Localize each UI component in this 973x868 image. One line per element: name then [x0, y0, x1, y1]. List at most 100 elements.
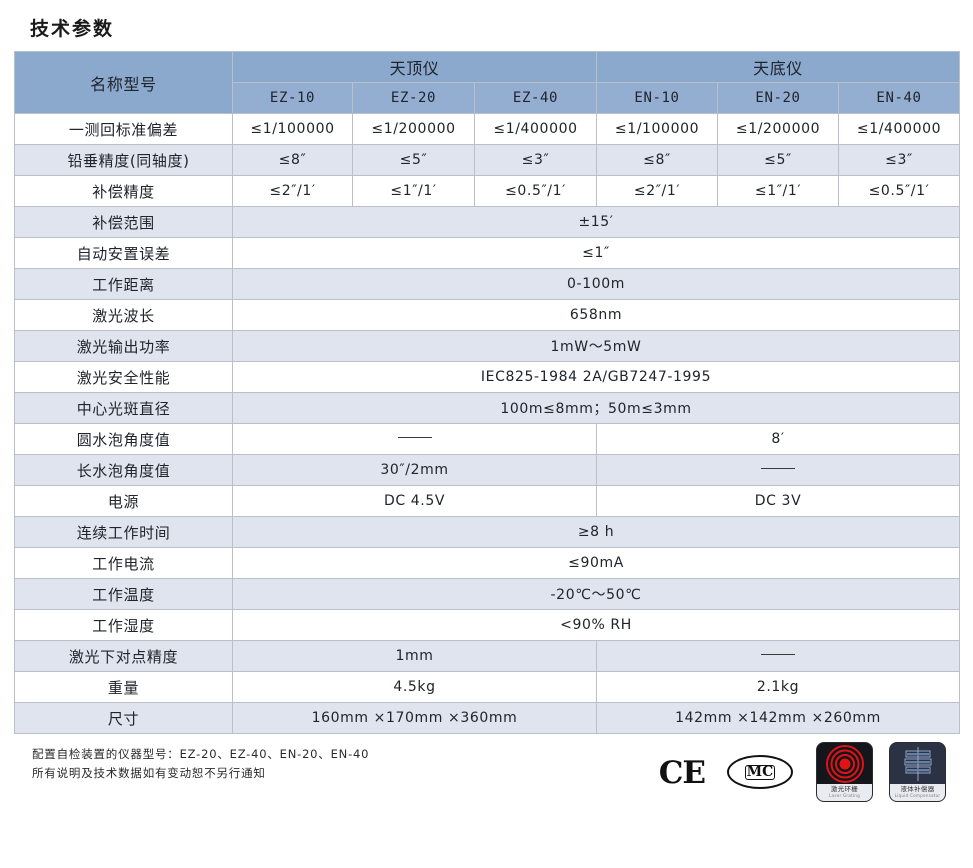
badge-caption-cn: 液体补偿器 — [900, 785, 935, 793]
row-value: 30″/2mm — [232, 454, 597, 486]
empty-dash-icon — [397, 437, 432, 438]
header-model-ez40: EZ-40 — [474, 82, 597, 114]
row-value: 160mm ×170mm ×360mm — [232, 702, 597, 734]
header-model-ez10: EZ-10 — [232, 82, 353, 114]
row-value: ≤1/200000 — [352, 113, 475, 145]
mc-mark-label: MC — [744, 763, 776, 780]
header-group-nadir: 天底仪 — [596, 51, 960, 83]
table-row: 工作电流 ≤90mA — [14, 547, 960, 579]
row-value: 1mW～5mW — [232, 330, 960, 362]
row-value: ≤1/100000 — [596, 113, 718, 145]
table-row: 激光输出功率 1mW～5mW — [14, 330, 960, 362]
row-value: ≤5″ — [717, 144, 839, 176]
row-value: 2.1kg — [596, 671, 960, 703]
row-value: ≥8 h — [232, 516, 960, 548]
badge-caption: 液体补偿器 Liquid Compensator — [890, 784, 945, 801]
row-label: 激光下对点精度 — [14, 640, 233, 672]
table-row: 自动安置误差 ≤1″ — [14, 237, 960, 269]
row-value: <90% RH — [232, 609, 960, 641]
row-label: 铅垂精度(同轴度) — [14, 144, 233, 176]
table-header: 名称型号 天顶仪 天底仪 EZ-10 EZ-20 EZ-40 EN-10 EN-… — [14, 51, 960, 114]
row-value — [232, 423, 597, 455]
row-value: IEC825-1984 2A/GB7247-1995 — [232, 361, 960, 393]
table-row: 中心光斑直径 100m≤8mm；50m≤3mm — [14, 392, 960, 424]
row-label: 补偿范围 — [14, 206, 233, 238]
footer-note-line1: 配置自检装置的仪器型号：EZ-20、EZ-40、EN-20、EN-40 — [32, 747, 370, 761]
empty-dash-icon — [761, 654, 795, 655]
row-value: ≤8″ — [596, 144, 718, 176]
row-value: ≤8″ — [232, 144, 353, 176]
badge-liquid-compensator: 液体补偿器 Liquid Compensator — [890, 743, 945, 801]
technical-parameters-table: 名称型号 天顶仪 天底仪 EZ-10 EZ-20 EZ-40 EN-10 EN-… — [14, 51, 960, 734]
row-value: ≤1/200000 — [717, 113, 839, 145]
row-value: 142mm ×142mm ×260mm — [596, 702, 960, 734]
row-label: 激光波长 — [14, 299, 233, 331]
badge-laser-grating: 激光环栅 Laser Grating — [817, 743, 872, 801]
header-name-model: 名称型号 — [14, 51, 233, 114]
row-label: 电源 — [14, 485, 233, 517]
row-label: 重量 — [14, 671, 233, 703]
row-value: ≤0.5″/1′ — [474, 175, 597, 207]
row-label: 激光输出功率 — [14, 330, 233, 362]
badge-caption: 激光环栅 Laser Grating — [817, 784, 872, 801]
table-row: 激光下对点精度 1mm — [14, 640, 960, 672]
row-label: 工作距离 — [14, 268, 233, 300]
row-value: DC 3V — [596, 485, 960, 517]
row-label: 工作温度 — [14, 578, 233, 610]
row-value: ≤0.5″/1′ — [838, 175, 960, 207]
row-label: 工作电流 — [14, 547, 233, 579]
footer-note-line2: 所有说明及技术数据如有变动恕不另行通知 — [32, 766, 266, 780]
laser-grating-icon — [817, 743, 872, 784]
table-row: 长水泡角度值 30″/2mm — [14, 454, 960, 486]
badge-caption-en: Laser Grating — [829, 793, 860, 798]
row-value: 658nm — [232, 299, 960, 331]
row-value: 1mm — [232, 640, 597, 672]
row-label: 自动安置误差 — [14, 237, 233, 269]
badge-caption-cn: 激光环栅 — [830, 785, 859, 793]
liquid-compensator-icon — [890, 743, 945, 784]
row-value: ≤3″ — [474, 144, 597, 176]
table-row: 连续工作时间 ≥8 h — [14, 516, 960, 548]
row-value: 8′ — [596, 423, 960, 455]
row-value: ≤1/400000 — [838, 113, 960, 145]
table-row: 重量 4.5kg 2.1kg — [14, 671, 960, 703]
row-label: 连续工作时间 — [14, 516, 233, 548]
table-row: 尺寸 160mm ×170mm ×360mm 142mm ×142mm ×260mm — [14, 702, 960, 734]
row-label: 补偿精度 — [14, 175, 233, 207]
header-model-en40: EN-40 — [838, 82, 960, 114]
row-value: ≤1″/1′ — [352, 175, 475, 207]
table-row: 激光安全性能 IEC825-1984 2A/GB7247-1995 — [14, 361, 960, 393]
row-value: ≤1″/1′ — [717, 175, 839, 207]
empty-dash-icon — [761, 468, 795, 469]
row-label: 中心光斑直径 — [14, 392, 233, 424]
row-value: 0-100m — [232, 268, 960, 300]
row-label: 尺寸 — [14, 702, 233, 734]
header-group-zenith: 天顶仪 — [232, 51, 597, 83]
table-row: 工作湿度 <90% RH — [14, 609, 960, 641]
footer: 配置自检装置的仪器型号：EZ-20、EZ-40、EN-20、EN-40 所有说明… — [14, 743, 959, 835]
header-row-group: 名称型号 天顶仪 天底仪 — [14, 51, 960, 114]
row-value: 4.5kg — [232, 671, 597, 703]
row-label: 圆水泡角度值 — [14, 423, 233, 455]
table-body: 一测回标准偏差 ≤1/100000 ≤1/200000 ≤1/400000 ≤1/100… — [14, 113, 960, 734]
table-row: 铅垂精度(同轴度) ≤8″ ≤5″ ≤3″ ≤8″ ≤5″ ≤3″ — [14, 144, 960, 176]
row-value: ≤1/100000 — [232, 113, 353, 145]
header-model-en20: EN-20 — [717, 82, 839, 114]
row-value: ≤5″ — [352, 144, 475, 176]
row-value: ±15′ — [232, 206, 960, 238]
row-value: ≤2″/1′ — [232, 175, 353, 207]
row-value: ≤2″/1′ — [596, 175, 718, 207]
row-label: 激光安全性能 — [14, 361, 233, 393]
row-value: ≤3″ — [838, 144, 960, 176]
table-row: 补偿精度 ≤2″/1′ ≤1″/1′ ≤0.5″/1′ ≤2″/1′ ≤1″/1′ ≤0.5… — [14, 175, 960, 207]
row-value: DC 4.5V — [232, 485, 597, 517]
certification-marks: CE MC 激光环栅 Laser Grating — [659, 743, 945, 801]
table-row: 工作温度 -20℃～50℃ — [14, 578, 960, 610]
mc-mark-icon: MC — [727, 755, 793, 789]
row-value: -20℃～50℃ — [232, 578, 960, 610]
page-title: 技术参数 — [30, 18, 115, 40]
table-row: 一测回标准偏差 ≤1/100000 ≤1/200000 ≤1/400000 ≤1/100… — [14, 113, 960, 145]
table-row: 电源 DC 4.5V DC 3V — [14, 485, 960, 517]
row-label: 工作湿度 — [14, 609, 233, 641]
